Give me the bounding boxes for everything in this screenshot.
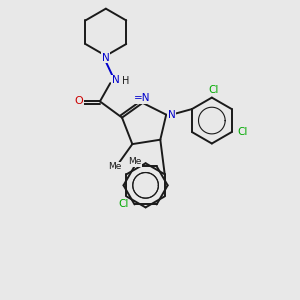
Text: H: H [122,76,129,86]
Text: Cl: Cl [118,199,129,209]
Text: O: O [74,96,83,106]
Text: N: N [102,53,110,63]
Text: =N: =N [134,94,151,103]
Text: N: N [168,110,176,120]
Text: Cl: Cl [208,85,218,95]
Text: N: N [112,75,119,85]
Text: Cl: Cl [238,127,248,137]
Text: Me: Me [108,162,122,171]
Text: Me: Me [128,157,141,166]
